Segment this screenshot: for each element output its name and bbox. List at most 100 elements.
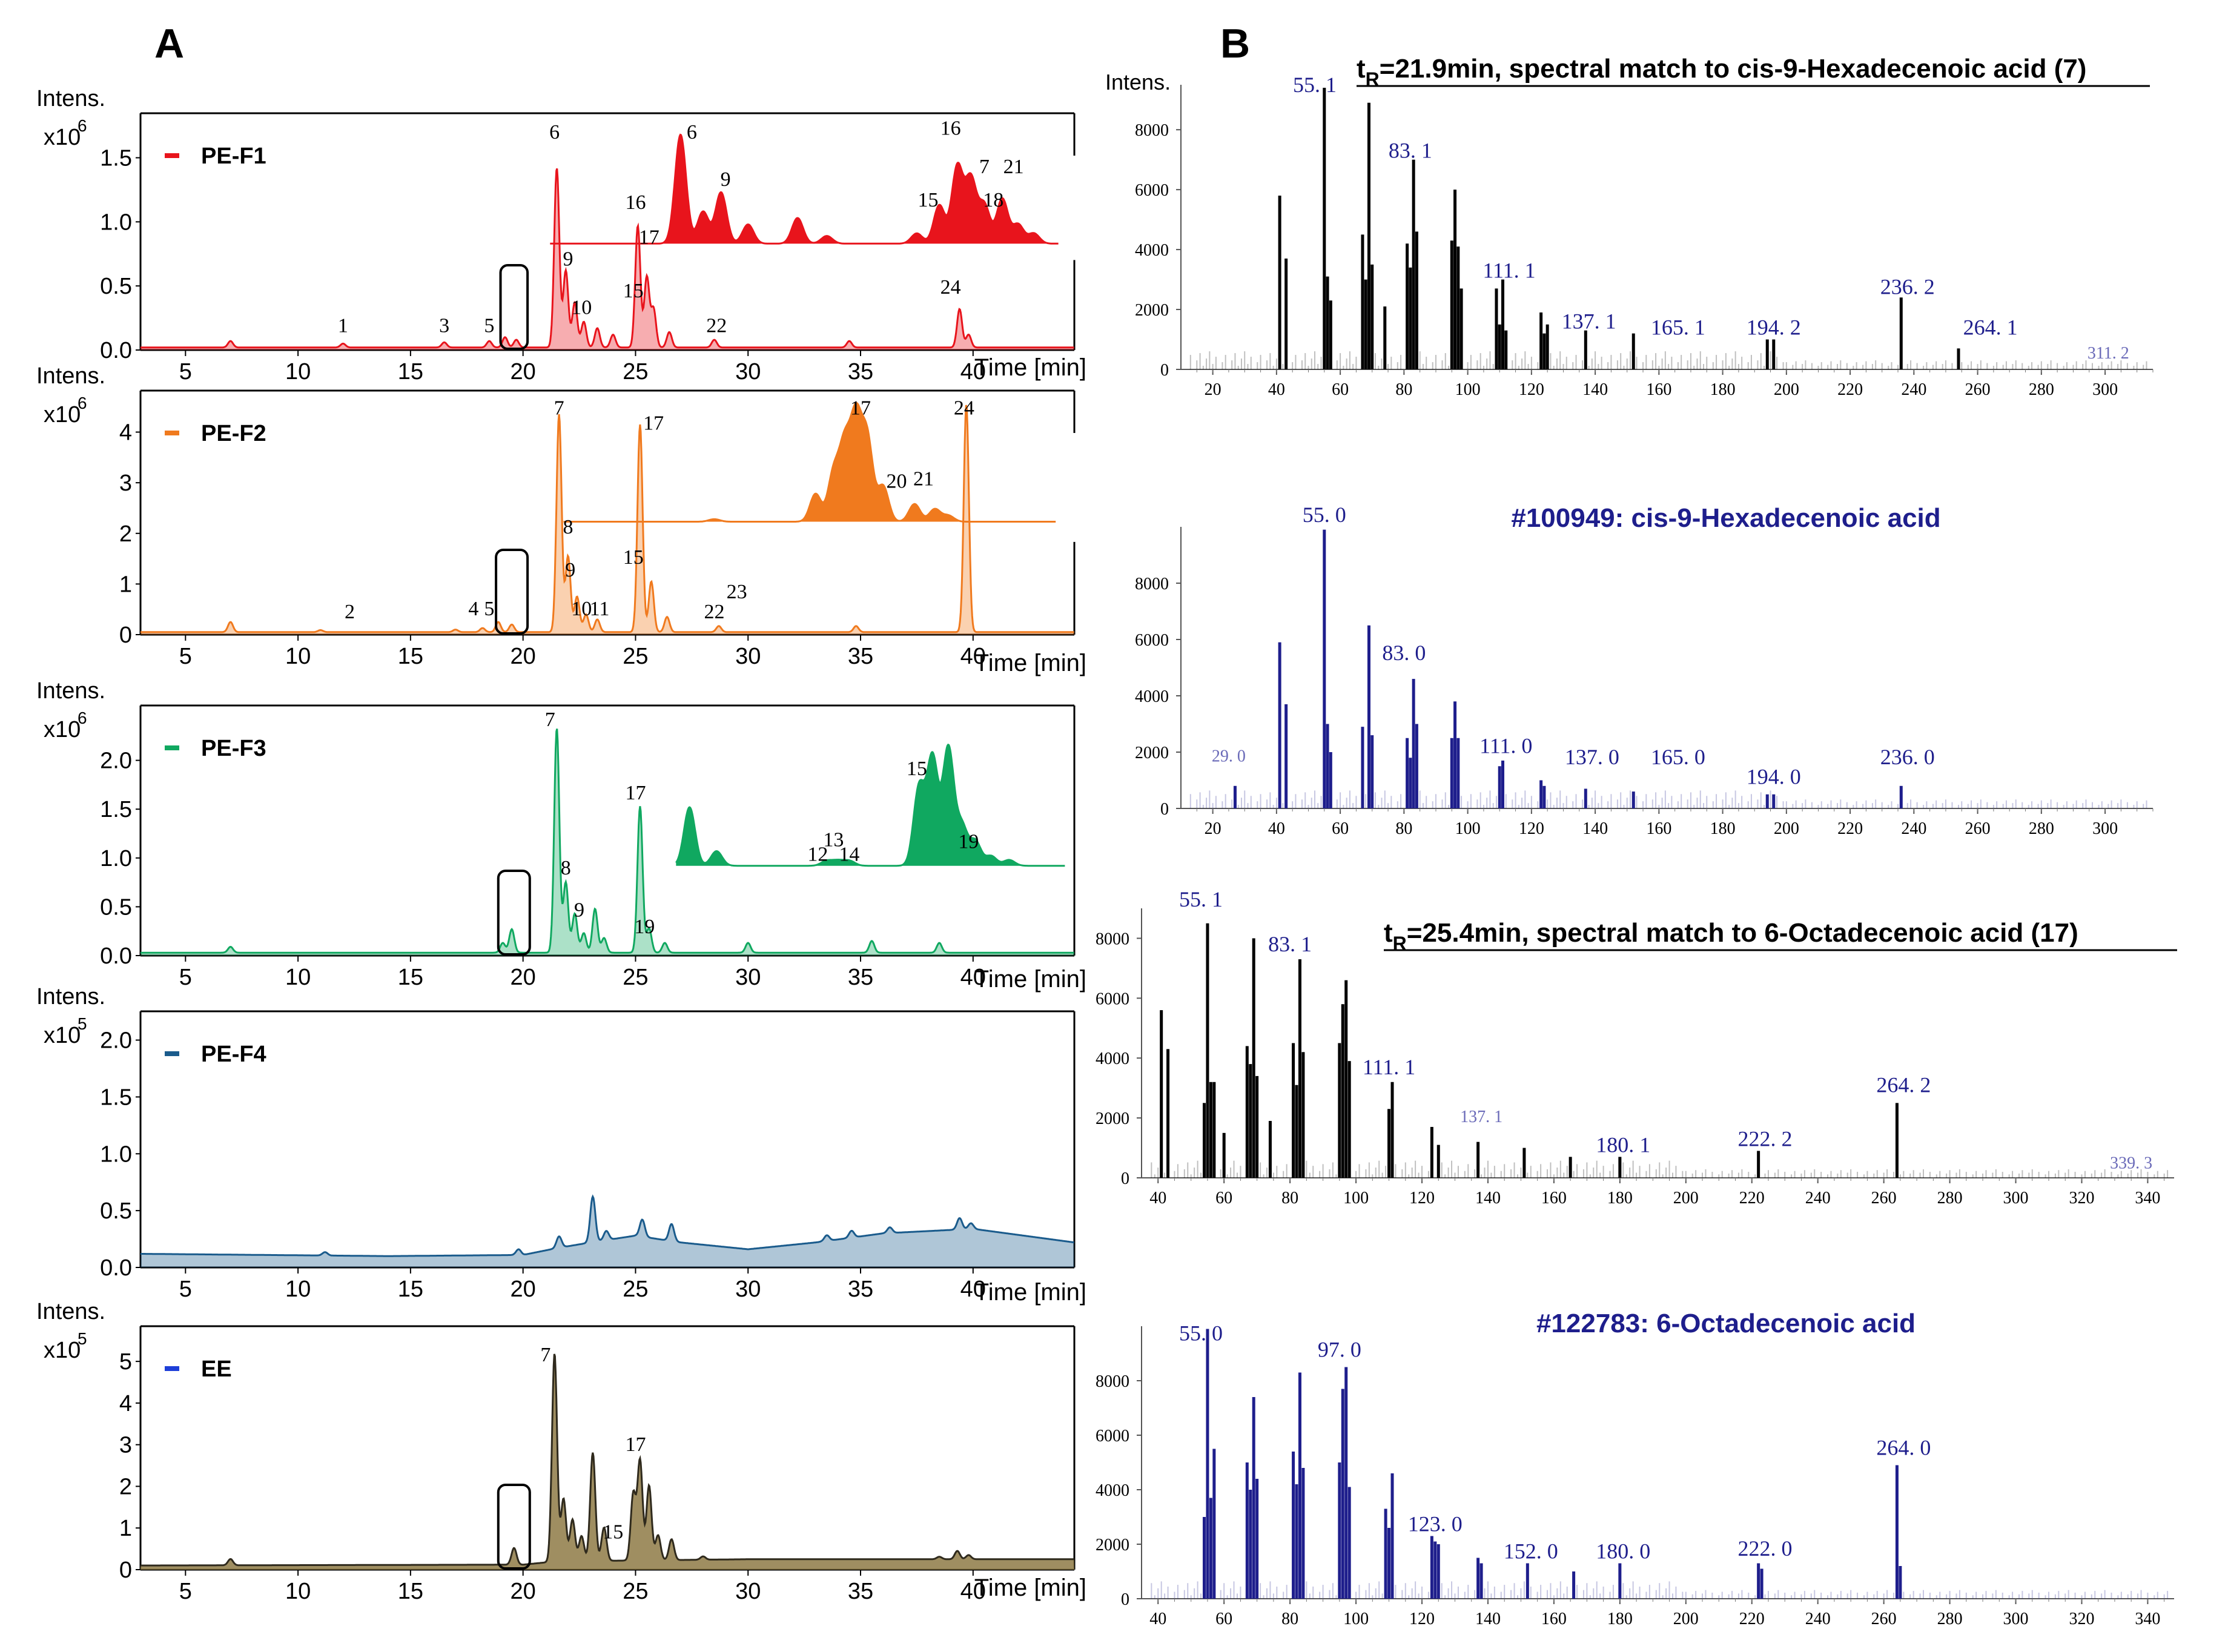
legend-label: EE (201, 1356, 232, 1382)
spectrum-peak (1390, 1473, 1394, 1599)
y-tick-label: 1.0 (100, 846, 132, 871)
mz-label: 264. 0 (1876, 1436, 1931, 1460)
y-axis-label: Intens. (36, 1299, 105, 1324)
trace-line (140, 1353, 1074, 1567)
y-unit: x10 (44, 402, 81, 428)
mz-label: 137. 0 (1565, 745, 1619, 769)
peak-label: 11 (590, 598, 610, 620)
x-tick-label: 35 (848, 965, 873, 990)
peak-label: 23 (727, 581, 747, 603)
spectrum-peak (1406, 243, 1409, 369)
x-tick-label: 220 (1837, 380, 1863, 399)
spectrum-peak (1212, 1449, 1216, 1599)
inset-trace-fill (676, 744, 1066, 866)
x-tick-label: 160 (1541, 1610, 1567, 1628)
spectrum-peak (1618, 1157, 1622, 1178)
mz-label: 264. 2 (1876, 1073, 1931, 1097)
x-tick-label: 15 (398, 1579, 423, 1604)
mass-spectrum-ms-library-1: 0 2000 4000 6000 8000 20 40 60 80 100 120 140 160 180… (1135, 503, 2154, 838)
legend-label: PE-F4 (201, 1042, 266, 1067)
mass-spectrum-ms-library-2: 0 2000 4000 6000 8000 40 60 80 100 120 140 160 180 20… (1096, 1309, 2174, 1628)
peak-label: 15 (917, 189, 938, 211)
spectrum-peak (1569, 1157, 1572, 1178)
x-tick-label: 100 (1343, 1189, 1369, 1208)
peak-label: 7 (540, 1344, 550, 1366)
spectrum-peak (1347, 1487, 1351, 1599)
spectrum-peak (1450, 240, 1453, 369)
x-tick-label: 160 (1541, 1189, 1567, 1208)
x-tick-label: 140 (1475, 1189, 1501, 1208)
y-tick-label: 0.5 (100, 894, 132, 920)
peak-label: 13 (823, 828, 844, 851)
y-tick-label: 2 (119, 1474, 132, 1499)
peak-label: 15 (603, 1521, 623, 1543)
spectrum-peak (1899, 785, 1903, 808)
x-tick-label: 35 (848, 359, 873, 385)
peak-label: 17 (850, 397, 871, 419)
y-exponent: 5 (78, 1329, 87, 1348)
x-tick-label: 40 (960, 644, 986, 669)
spectrum-peak (1338, 1462, 1341, 1599)
spectrum-peak (1292, 1043, 1295, 1178)
spectrum-peak (1301, 1052, 1305, 1178)
inset-trace-line (675, 743, 1065, 867)
spectrum-peak (1957, 348, 1960, 369)
peak-label: 15 (907, 758, 927, 780)
trace-line (140, 405, 1074, 633)
y-axis-label: Intens. (36, 363, 105, 389)
highlight-box (497, 1484, 531, 1570)
x-tick-label: 120 (1519, 380, 1544, 399)
spectrum-peak (1329, 300, 1332, 369)
x-tick-label: 15 (398, 359, 423, 385)
spectrum-peak (1430, 1126, 1433, 1178)
peak-label: 15 (623, 280, 644, 302)
spectrum-peak (1772, 794, 1776, 808)
mz-label: 180. 1 (1596, 1132, 1650, 1157)
peak-label: 8 (563, 516, 573, 538)
x-tick-label: 40 (1268, 819, 1285, 838)
x-tick-label: 35 (848, 644, 873, 669)
spectrum-peak (1479, 1563, 1483, 1599)
y-unit: x10 (44, 1023, 81, 1048)
peak-label: 16 (940, 117, 961, 139)
peak-label: 24 (954, 397, 974, 419)
peak-label: 9 (563, 248, 573, 270)
y-unit: x10 (44, 125, 81, 150)
spectrum-peak (1765, 339, 1769, 369)
peak-label: 7 (979, 156, 990, 178)
x-tick-label: 100 (1455, 819, 1481, 838)
spectrum-peak (1387, 1109, 1391, 1178)
x-tick-label: 20 (511, 359, 536, 385)
y-exponent: 6 (78, 116, 87, 135)
spectrum-peak (1498, 766, 1501, 808)
x-tick-label: 25 (623, 644, 648, 669)
mz-label: 137. 1 (1562, 309, 1616, 334)
mz-label: 111. 1 (1363, 1055, 1415, 1079)
peak-label: 8 (561, 857, 571, 879)
x-tick-label: 280 (2029, 819, 2054, 838)
y-tick-label: 1 (119, 572, 132, 597)
spectrum-peak (1284, 258, 1288, 369)
x-tick-label: 120 (1409, 1610, 1435, 1628)
spectrum-peak (1390, 1082, 1394, 1178)
inset-trace-line (563, 401, 1056, 523)
spectrum-peak (1344, 1367, 1348, 1599)
spectrum-peak (1361, 234, 1364, 369)
x-tick-label: 40 (1268, 380, 1285, 399)
x-tick-label: 240 (1805, 1610, 1831, 1628)
y-tick-label: 2.0 (100, 748, 132, 774)
highlight-box (499, 264, 529, 350)
x-tick-label: 60 (1215, 1610, 1232, 1628)
trace-line (140, 168, 1074, 349)
spectrum-peak (1341, 1389, 1344, 1599)
mz-label: 55. 1 (1179, 887, 1223, 911)
x-tick-label: 20 (1205, 819, 1221, 838)
spectrum-peak (1584, 330, 1587, 369)
peak-label: 1 (338, 314, 348, 337)
y-tick-label: 4000 (1096, 1481, 1129, 1500)
spectrum-peak (1522, 1148, 1526, 1178)
spectrum-peak (1202, 1517, 1206, 1599)
spectrum-peak (1760, 1568, 1764, 1599)
